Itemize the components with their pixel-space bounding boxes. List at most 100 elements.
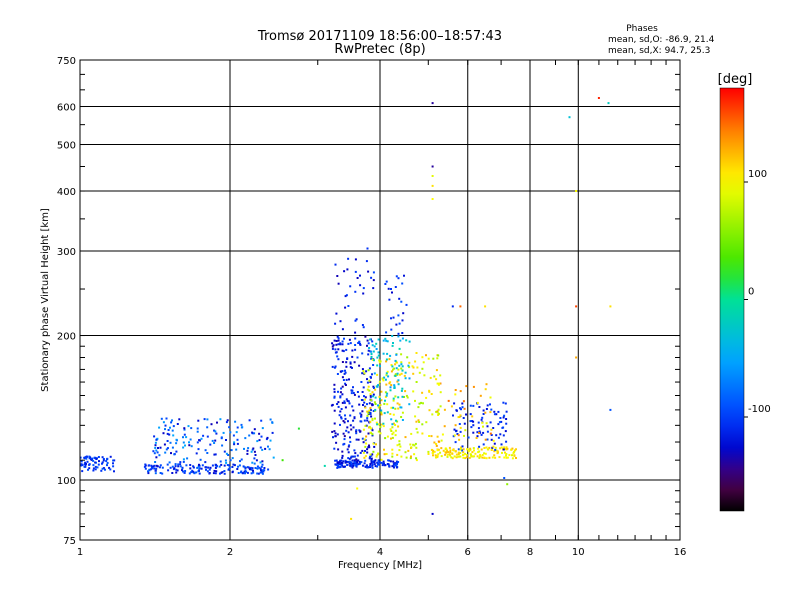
data-point [257,472,260,475]
data-point [457,451,460,454]
data-point [256,465,259,468]
data-point [408,361,411,364]
data-point [371,463,374,466]
data-point [505,453,508,455]
data-point [394,429,397,432]
data-point [380,399,383,402]
data-point [218,465,221,468]
data-point [344,459,347,462]
data-point [181,467,184,470]
data-point [483,456,486,459]
data-point [268,448,271,451]
data-point [437,414,440,416]
stats-heading: Phases [626,24,658,34]
data-point [342,420,345,422]
data-point [364,459,367,462]
data-point [503,477,506,479]
data-point [97,456,100,458]
data-point [477,427,480,430]
data-point [223,472,226,475]
data-point [88,467,91,470]
data-point [341,450,344,453]
data-point [497,436,500,439]
data-point [394,373,397,376]
data-point [205,466,208,469]
data-point [450,405,453,408]
data-point [415,446,418,449]
data-point [232,434,235,437]
data-point [464,452,466,455]
data-point [362,287,365,290]
data-point [364,398,366,401]
data-point [84,461,87,464]
data-point [331,365,334,368]
data-point [486,404,489,407]
data-point [386,340,389,343]
data-point [363,395,365,398]
data-point [403,374,406,377]
data-point [382,425,385,428]
data-point [390,437,392,440]
data-point [214,472,217,475]
x-axis-label: Frequency [MHz] [338,560,422,571]
data-point [459,407,461,410]
data-point [392,431,395,434]
data-point [389,354,392,357]
data-point [216,421,218,424]
data-point [227,468,230,471]
data-point [200,467,203,470]
data-point [459,305,462,308]
data-point [158,454,161,457]
data-point [359,343,361,345]
data-point [362,386,365,389]
data-point [452,435,455,438]
data-point [205,468,207,471]
data-point [215,464,218,466]
data-point [486,430,489,433]
data-point [425,396,428,399]
data-point [380,461,383,464]
data-point [414,415,417,418]
data-point [177,463,180,466]
data-point [349,436,351,439]
data-point [171,419,173,422]
data-point [436,357,439,360]
data-point [363,419,366,422]
data-point [362,464,364,467]
data-point [369,338,372,341]
data-point [265,438,268,441]
data-point [394,395,397,398]
data-point [511,454,513,457]
data-point [157,447,159,449]
data-point [499,433,502,436]
data-point [248,434,251,437]
data-point [498,456,501,459]
data-point [482,413,485,415]
data-point [261,463,264,466]
data-point [336,275,339,277]
data-point [155,464,158,467]
data-point [404,451,407,454]
data-point [466,448,469,451]
data-point [362,404,364,406]
data-point [412,443,415,446]
data-point [175,442,178,445]
data-point [341,393,344,396]
data-point [370,459,373,462]
data-point [490,408,493,411]
data-point [400,416,403,418]
data-point [347,420,349,423]
data-point [224,459,227,462]
data-point [375,342,378,345]
data-point [469,413,472,416]
data-point [485,422,488,425]
data-point [400,367,403,370]
data-point [183,427,186,430]
data-point [488,446,491,449]
data-point [427,453,430,455]
data-point [399,445,402,448]
data-point [263,467,266,469]
data-point [437,440,440,443]
data-point [159,472,162,474]
data-point [385,383,388,386]
